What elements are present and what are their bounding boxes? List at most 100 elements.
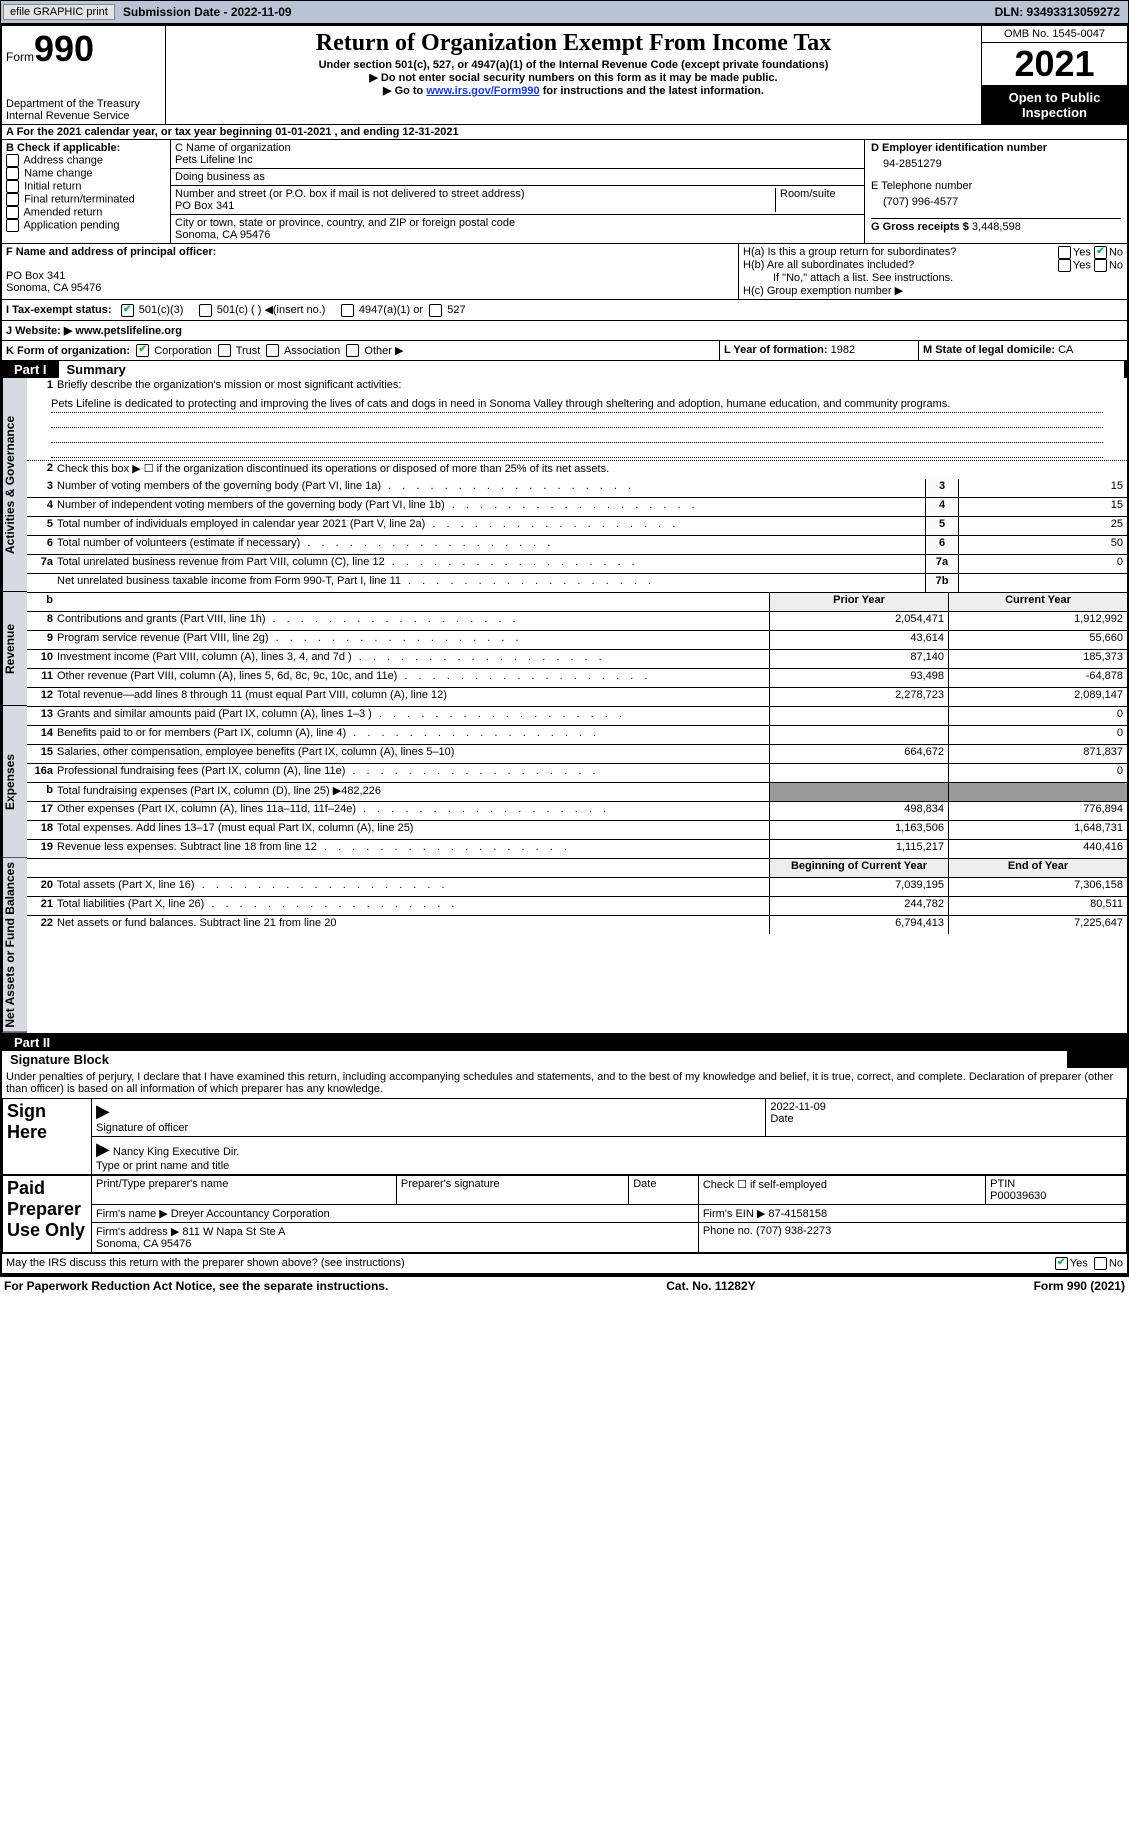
chk-final-return[interactable] [6,193,19,206]
top-header-bar: efile GRAPHIC print Submission Date - 20… [0,0,1129,24]
section-c: C Name of organization Pets Lifeline Inc… [171,140,864,243]
part2-header: Part IISignature Block [2,1033,1127,1068]
sig-officer-label: Signature of officer [96,1122,188,1134]
g-label: G Gross receipts $ [871,221,969,233]
val6: 50 [958,536,1127,554]
p14 [769,726,948,744]
line7a: Total unrelated business revenue from Pa… [57,556,385,568]
p12: 2,278,723 [769,688,948,706]
line3: Number of voting members of the governin… [57,480,381,492]
hdr-begin: Beginning of Current Year [769,859,948,877]
chk-4947[interactable] [341,304,354,317]
c16b-grey [948,783,1127,801]
p15: 664,672 [769,745,948,763]
line21: Total liabilities (Part X, line 26) [57,898,204,910]
section-j: J Website: ▶ www.petslifeline.org [2,320,1127,340]
footer-mid: Cat. No. 11282Y [666,1279,755,1293]
discuss-question: May the IRS discuss this return with the… [6,1257,405,1269]
chk-501c[interactable] [199,304,212,317]
discuss-no-lbl: No [1109,1257,1123,1269]
hb-yes[interactable] [1058,259,1071,272]
dln: DLN: 93493313059272 [995,5,1120,19]
ha-no[interactable] [1094,246,1107,259]
part1-title: Summary [59,361,1124,378]
chk-name-change[interactable] [6,167,19,180]
chk-amended-return[interactable] [6,206,19,219]
c17: 776,894 [948,802,1127,820]
discuss-no[interactable] [1094,1257,1107,1270]
title-block: Return of Organization Exempt From Incom… [166,26,982,124]
opt-name-change: Name change [24,167,93,179]
opt-initial-return: Initial return [24,180,81,192]
c20: 7,306,158 [948,878,1127,896]
efile-print-button[interactable]: efile GRAPHIC print [3,4,115,20]
addr-label: Number and street (or P.O. box if mail i… [175,188,525,200]
firm-phone-label: Phone no. [703,1225,753,1237]
sig-date-value: 2022-11-09 [770,1101,825,1113]
chk-527[interactable] [429,304,442,317]
line1-label: Briefly describe the organization's miss… [55,378,1127,396]
chk-trust[interactable] [218,344,231,357]
e-label: E Telephone number [871,180,972,192]
section-k: K Form of organization: Corporation Trus… [2,341,720,361]
p16b-grey [769,783,948,801]
c21: 80,511 [948,897,1127,915]
footer-right: Form 990 (2021) [1034,1279,1125,1293]
section-b: B Check if applicable: Address change Na… [2,140,171,243]
form-number: 990 [34,28,94,69]
ptin-value: P00039630 [990,1190,1046,1202]
opt-4947: 4947(a)(1) or [359,304,423,316]
ha-yes[interactable] [1058,246,1071,259]
c22: 7,225,647 [948,916,1127,934]
form-title: Return of Organization Exempt From Incom… [170,30,977,57]
note-ssn: ▶ Do not enter social security numbers o… [170,71,977,84]
firm-ein-label: Firm's EIN ▶ [703,1208,766,1220]
dba-label: Doing business as [175,171,265,183]
f-label: F Name and address of principal officer: [6,246,216,258]
c13: 0 [948,707,1127,725]
vtab-activities: Activities & Governance [2,378,27,592]
hb-no[interactable] [1094,259,1107,272]
year-block: OMB No. 1545-0047 2021 Open to Public In… [982,26,1127,124]
c16a: 0 [948,764,1127,782]
chk-initial-return[interactable] [6,180,19,193]
i-label: I Tax-exempt status: [6,304,112,316]
vtab-netassets: Net Assets or Fund Balances [2,858,27,1033]
line16a: Professional fundraising fees (Part IX, … [57,765,345,777]
chk-assoc[interactable] [266,344,279,357]
opt-501c3: 501(c)(3) [139,304,184,316]
p10: 87,140 [769,650,948,668]
p18: 1,163,506 [769,821,948,839]
year-formation: 1982 [831,344,855,356]
chk-501c3[interactable] [121,304,134,317]
line14: Benefits paid to or for members (Part IX… [57,727,346,739]
line15: Salaries, other compensation, employee b… [57,746,454,758]
p19: 1,115,217 [769,840,948,858]
department: Department of the Treasury Internal Reve… [6,98,161,122]
line-a-taxyear: A For the 2021 calendar year, or tax yea… [2,124,1127,139]
hb-note: If "No," attach a list. See instructions… [743,272,1123,284]
ein-value: 94-2851279 [883,158,1121,170]
chk-application-pending[interactable] [6,219,19,232]
firm-name-label: Firm's name ▶ [96,1208,168,1220]
website-value: www.petslifeline.org [75,325,182,337]
tax-year: 2021 [982,43,1127,86]
line11: Other revenue (Part VIII, column (A), li… [57,670,397,682]
irs-link[interactable]: www.irs.gov/Form990 [426,85,539,97]
paid-preparer-table: Paid Preparer Use Only Print/Type prepar… [2,1175,1127,1253]
org-address: PO Box 341 [175,200,234,212]
c12: 2,089,147 [948,688,1127,706]
l-label: L Year of formation: [724,344,828,356]
chk-other[interactable] [346,344,359,357]
discuss-yes[interactable] [1055,1257,1068,1270]
chk-corp[interactable] [136,344,149,357]
footer-left: For Paperwork Reduction Act Notice, see … [4,1279,388,1293]
phone-value: (707) 996-4577 [883,196,1121,208]
part2-label: Part II [2,1034,62,1051]
c11: -64,878 [948,669,1127,687]
chk-address-change[interactable] [6,154,19,167]
p13 [769,707,948,725]
sign-here-table: Sign Here ▶ Signature of officer 2022-11… [2,1098,1127,1175]
line6: Total number of volunteers (estimate if … [57,537,300,549]
org-city: Sonoma, CA 95476 [175,229,270,241]
